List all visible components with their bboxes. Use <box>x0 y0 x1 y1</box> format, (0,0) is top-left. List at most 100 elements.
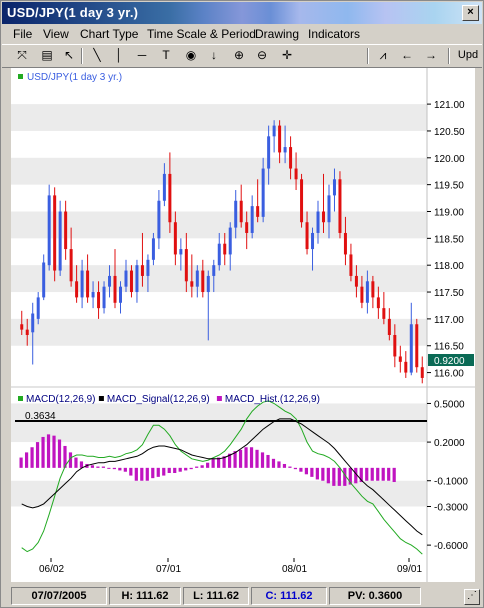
title-bar[interactable]: USD/JPY(1 day 3 yr.) × <box>2 2 482 24</box>
macd-hist-bar <box>332 467 336 486</box>
menu-drawing[interactable]: Drawing <box>255 27 300 41</box>
right-edge <box>475 68 483 582</box>
macd-hist-bar <box>348 467 352 485</box>
indicator-line-icon[interactable]: ⩘ <box>379 48 387 62</box>
candle-body <box>322 211 325 223</box>
candle-body <box>168 173 172 223</box>
candle-body <box>267 136 271 169</box>
macd-hist-bar <box>282 463 287 468</box>
candle-body <box>201 270 205 293</box>
menu-file[interactable]: File <box>13 27 33 41</box>
macd-hist-bar <box>24 452 29 468</box>
price-legend-label: USD/JPY(1 day 3 yr.) <box>27 72 122 83</box>
macd-tick-label: -0.3000 <box>434 502 468 513</box>
candle-body <box>393 334 397 357</box>
macd-hist-bar <box>260 452 265 468</box>
candle-body <box>75 281 79 298</box>
crosshair-icon[interactable]: ✛ <box>281 48 293 62</box>
menu-time-scale-period[interactable]: Time Scale & Period <box>147 27 256 41</box>
scroll-left-icon[interactable]: ← <box>401 48 413 62</box>
candle-body <box>272 125 276 137</box>
candle-body <box>371 281 375 298</box>
candle-body <box>146 259 150 276</box>
macd-tick-label: 0.2000 <box>434 438 465 449</box>
price-tick-label: 120.00 <box>434 154 465 165</box>
close-button[interactable]: × <box>462 5 479 21</box>
macd-hist-bar <box>151 467 155 479</box>
macd-hist-bar <box>359 467 363 483</box>
macd-hist-bar <box>354 467 358 484</box>
horizontal-line-icon[interactable]: ─ <box>137 48 147 62</box>
candle-body <box>360 286 364 303</box>
candle-body <box>58 211 62 271</box>
menu-chart-type[interactable]: Chart Type <box>80 27 139 41</box>
candle-body <box>387 318 391 335</box>
macd-hist-bar <box>343 467 347 486</box>
macd-hist-bar <box>195 466 199 468</box>
price-tick-label: 116.00 <box>434 369 464 380</box>
x-tick-label: 08/01 <box>282 564 307 575</box>
macd-tick-label: 0.5000 <box>434 399 465 410</box>
macd-legend-marker <box>18 396 23 401</box>
scroll-right-icon[interactable]: → <box>425 48 437 62</box>
candle-body <box>31 313 35 333</box>
candle-body <box>409 324 413 373</box>
down-arrow-icon[interactable]: ↓ <box>211 48 217 62</box>
resize-grip-icon[interactable]: ⋰ <box>464 589 480 605</box>
candle-body <box>365 281 369 303</box>
candle-body <box>343 232 347 255</box>
chart-area[interactable]: USD/JPY(1 day 3 yr.) 121.00 120.50 120.00 11… <box>11 68 475 582</box>
pointer-icon[interactable]: ↖ <box>63 48 75 62</box>
chart-canvas[interactable]: USD/JPY(1 day 3 yr.) 121.00 120.50 120.00 11… <box>11 68 475 582</box>
macd-legend-label: MACD_Hist.(12,26,9) <box>225 394 320 405</box>
zoom-in-icon[interactable]: ⊕ <box>233 48 245 62</box>
macd-hist-bar <box>326 467 330 484</box>
macd-hist-bar <box>365 467 369 481</box>
macd-hist-bar <box>129 467 133 476</box>
candle-body <box>234 200 238 228</box>
candle-body <box>300 179 304 223</box>
circle-marker-icon[interactable]: ◉ <box>185 48 197 62</box>
toolbar: ⤧ ▤ ↖ ╲ │ ─ T ◉ ↓ ⊕ ⊖ ✛ ⩘ ← → Upd <box>2 44 482 68</box>
price-tick-label: 120.50 <box>434 127 465 138</box>
macd-hist-bar <box>112 467 116 470</box>
candle-body <box>332 179 336 196</box>
macd-hist-bar <box>140 467 144 481</box>
diagonal-line-icon[interactable]: ╲ <box>93 48 101 62</box>
candle-body <box>354 275 358 287</box>
candle-body <box>239 200 243 223</box>
macd-hist-bar <box>293 467 298 470</box>
candle-body <box>151 238 155 260</box>
candle-body <box>184 249 188 282</box>
candle-body <box>206 275 210 293</box>
add-text-icon[interactable]: T <box>162 48 170 62</box>
macd-hist-bar <box>68 452 73 468</box>
update-button[interactable]: Upd <box>457 49 479 61</box>
x-tick-label: 07/01 <box>156 564 181 575</box>
macd-hist-bar <box>233 451 237 468</box>
menu-indicators[interactable]: Indicators <box>308 27 361 41</box>
macd-hist-bar <box>370 467 374 481</box>
status-pv: PV: 0.3600 <box>329 587 421 605</box>
macd-hist-bar <box>41 436 45 468</box>
macd-hist-bar <box>304 467 308 475</box>
macd-hist-bar <box>101 466 105 468</box>
candle-body <box>228 227 232 255</box>
vertical-line-icon[interactable]: │ <box>115 48 123 62</box>
status-bar: 07/07/2005 H: 111.62 L: 111.62 C: 111.62… <box>2 584 482 607</box>
candle-body <box>97 292 101 309</box>
macd-hist-bar <box>35 442 40 468</box>
print-icon[interactable]: ▤ <box>41 48 53 62</box>
macd-hist-bar <box>255 449 259 468</box>
menu-view[interactable]: View <box>43 27 69 41</box>
price-tick-label: 119.00 <box>434 207 464 218</box>
macd-hist-bar <box>57 439 62 468</box>
zoom-fit-icon[interactable]: ⤧ <box>17 48 27 62</box>
zoom-out-icon[interactable]: ⊖ <box>256 48 268 62</box>
macd-hist-bar <box>376 467 380 481</box>
macd-hist-bar <box>90 465 95 468</box>
candle-body <box>190 281 194 287</box>
candle-body <box>278 125 282 153</box>
macd-hist-bar <box>381 467 385 481</box>
